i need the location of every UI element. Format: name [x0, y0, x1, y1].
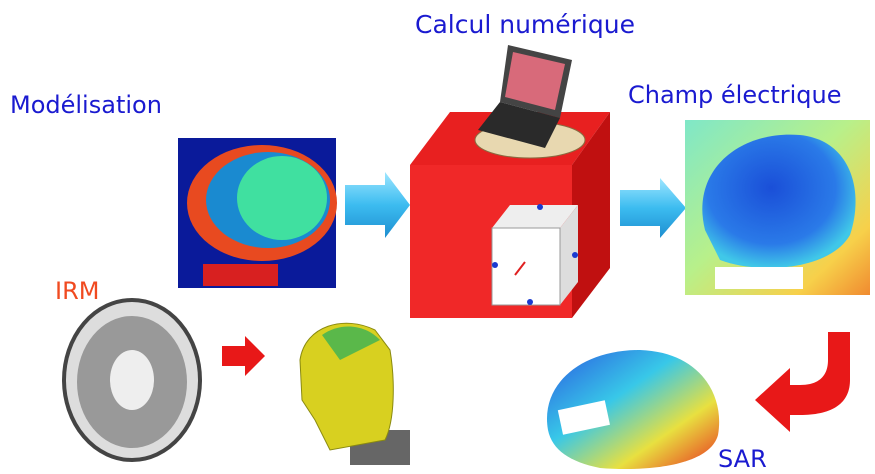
label-sar: SAR [718, 445, 767, 473]
label-calcul: Calcul numérique [415, 10, 635, 39]
arrow [222, 336, 265, 376]
arrow [620, 178, 686, 238]
arrow [345, 172, 410, 238]
label-champ: Champ électrique [628, 81, 841, 109]
label-irm: IRM [55, 277, 99, 305]
label-modelisation: Modélisation [10, 91, 162, 119]
voxel-head [299, 322, 410, 465]
segmented-head [178, 138, 337, 288]
simulation-cube [410, 112, 610, 318]
electric-field-image [685, 120, 870, 295]
arrow [755, 332, 850, 432]
sar-image [546, 350, 720, 470]
laptop [478, 45, 572, 148]
mri-brain [62, 298, 202, 462]
